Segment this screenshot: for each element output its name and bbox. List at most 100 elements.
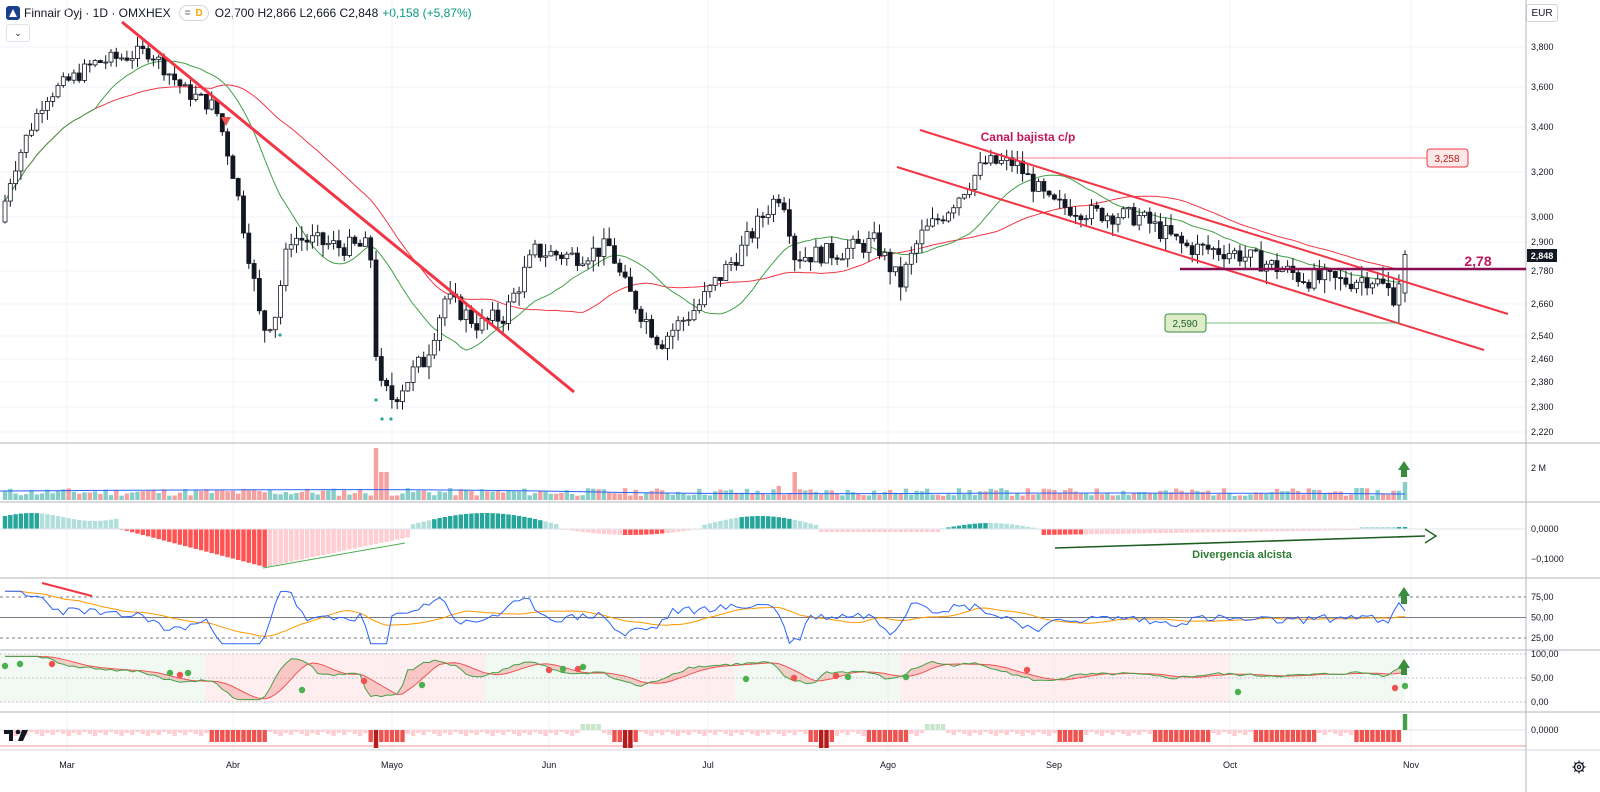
volume-bar bbox=[882, 491, 887, 500]
volume-bar bbox=[919, 491, 925, 500]
candle-body bbox=[1205, 244, 1211, 250]
volume-bar bbox=[161, 489, 167, 500]
macd-bar bbox=[1227, 529, 1232, 533]
candle-body bbox=[840, 258, 845, 261]
candle-body bbox=[506, 301, 511, 324]
volume-bar bbox=[1285, 491, 1290, 500]
macd-bar bbox=[1068, 529, 1073, 535]
ind5-bar bbox=[283, 730, 289, 733]
volume-bar bbox=[1089, 495, 1094, 500]
macd-bar bbox=[34, 513, 39, 529]
macd-bar bbox=[289, 529, 294, 562]
ind5-bar bbox=[511, 730, 516, 734]
candle-body bbox=[606, 238, 612, 247]
macd-bar bbox=[294, 529, 299, 561]
volume-bar bbox=[193, 489, 198, 500]
volume-bar bbox=[797, 489, 803, 500]
macd-bar bbox=[834, 529, 840, 532]
volume-bar bbox=[251, 489, 257, 500]
candle-body bbox=[691, 310, 697, 321]
macd-bar bbox=[1301, 529, 1306, 531]
ind5-bar bbox=[564, 730, 569, 734]
candle-body bbox=[1089, 205, 1094, 220]
volume-bar bbox=[702, 494, 707, 500]
ind5-bar bbox=[1126, 730, 1131, 736]
volume-bar bbox=[395, 495, 400, 500]
candle-body bbox=[845, 247, 851, 260]
macd-bar bbox=[432, 519, 437, 529]
ind5-bar bbox=[760, 730, 766, 733]
osc-background-band bbox=[0, 654, 205, 702]
ind5-bar bbox=[124, 730, 130, 733]
ind5-bar bbox=[1396, 730, 1402, 742]
candle-body bbox=[18, 151, 24, 172]
macd-bar bbox=[654, 529, 660, 534]
volume-bar bbox=[1243, 495, 1248, 500]
ind5-bar bbox=[373, 730, 379, 748]
macd-bar bbox=[442, 516, 448, 529]
macd-bar bbox=[718, 520, 723, 529]
macd-bar bbox=[1359, 527, 1364, 529]
candle-body bbox=[696, 304, 702, 311]
volume-bar bbox=[612, 493, 617, 500]
ind5-bar bbox=[1216, 730, 1221, 735]
macd-bar bbox=[972, 523, 978, 529]
ind5-bar bbox=[437, 730, 442, 736]
volume-bar bbox=[649, 490, 654, 500]
candle-body bbox=[575, 252, 580, 266]
macd-bar bbox=[373, 529, 379, 545]
volume-bar bbox=[1232, 495, 1237, 500]
data-mode-pill[interactable]: = D bbox=[178, 5, 209, 21]
gear-icon[interactable] bbox=[1572, 760, 1586, 774]
candle-body bbox=[734, 262, 739, 266]
ind5-bar bbox=[347, 730, 352, 732]
volume-bar bbox=[167, 495, 172, 500]
macd-bar bbox=[257, 529, 262, 566]
volume-bar bbox=[527, 495, 532, 500]
collapse-legend-button[interactable]: ⌄ bbox=[6, 24, 30, 42]
candle-body bbox=[585, 260, 591, 265]
macd-bar bbox=[469, 513, 474, 529]
candle-body bbox=[500, 320, 506, 324]
volume-bar bbox=[230, 490, 236, 500]
candle-body bbox=[702, 291, 707, 306]
macd-tick-label: −0,1000 bbox=[1531, 554, 1564, 564]
candle-body bbox=[230, 155, 236, 179]
macd-bar bbox=[92, 520, 98, 529]
candle-body bbox=[643, 319, 649, 322]
candle-body bbox=[527, 254, 533, 268]
ind5-bar bbox=[1280, 730, 1285, 742]
candle-body bbox=[209, 99, 215, 110]
ind5-bar bbox=[135, 730, 140, 732]
candle-body bbox=[219, 113, 225, 133]
macd-bar bbox=[728, 518, 734, 529]
candle-body bbox=[537, 243, 543, 258]
volume-bar bbox=[1290, 488, 1296, 500]
volume-bar bbox=[628, 495, 633, 500]
candle-body bbox=[675, 320, 681, 331]
candle-body bbox=[1094, 205, 1100, 209]
candle-body bbox=[1237, 250, 1243, 262]
volume-bar bbox=[410, 492, 416, 500]
volume-bar bbox=[1078, 493, 1084, 500]
macd-bar bbox=[675, 529, 681, 532]
candle-body bbox=[150, 58, 156, 61]
candle-body bbox=[299, 237, 305, 241]
candle-body bbox=[1301, 281, 1306, 283]
volume-bar bbox=[834, 493, 840, 500]
candle-body bbox=[256, 278, 262, 312]
symbol-title[interactable]: Finnair Oyj · 1D · OMXHEX bbox=[24, 6, 171, 20]
ind5-bar bbox=[1253, 730, 1258, 742]
osc-cross-dot bbox=[48, 660, 56, 668]
macd-tick-label: 0,0000 bbox=[1531, 524, 1559, 534]
macd-bar bbox=[633, 529, 638, 535]
macd-bar bbox=[29, 513, 34, 529]
volume-bar bbox=[988, 488, 993, 500]
ind5-bar bbox=[612, 730, 617, 742]
volume-bar bbox=[1015, 492, 1020, 500]
macd-bar bbox=[1322, 529, 1327, 531]
candle-body bbox=[76, 72, 82, 81]
volume-bar bbox=[479, 489, 485, 500]
osc-tick-label: 50,00 bbox=[1531, 673, 1554, 683]
